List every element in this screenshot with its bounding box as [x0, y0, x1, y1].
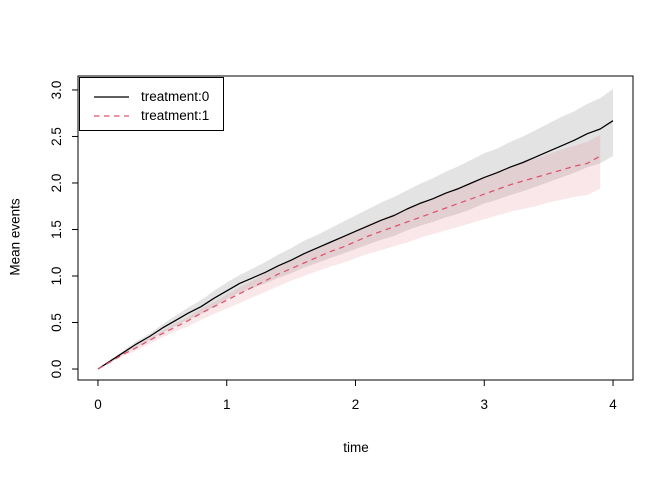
y-tick-label: 3.0	[49, 81, 64, 100]
mean-curve-treatment-0	[97, 120, 614, 370]
x-tick-label: 1	[223, 397, 231, 412]
x-tick-label: 0	[94, 397, 102, 412]
y-tick-label: 2.5	[49, 127, 64, 146]
mean-curve-treatment-1	[97, 155, 601, 370]
confidence-band-treatment-1	[98, 134, 601, 369]
y-tick-label: 1.5	[49, 220, 64, 239]
legend-label-treatment1: treatment:1	[141, 108, 210, 123]
x-tick-label: 2	[352, 397, 360, 412]
legend-entry-treatment1: treatment:1	[93, 106, 223, 125]
y-tick-label: 0.0	[49, 360, 64, 379]
legend-label-treatment0: treatment:0	[141, 89, 210, 104]
legend-entry-treatment0: treatment:0	[93, 87, 223, 106]
confidence-band-treatment-0	[98, 89, 613, 369]
y-tick-label: 0.5	[49, 313, 64, 332]
y-tick-label: 2.0	[49, 174, 64, 193]
solid-line-sample-icon	[94, 95, 129, 98]
x-tick-label: 4	[609, 397, 617, 412]
y-axis-title: Mean events	[7, 198, 23, 276]
legend: treatment:0 treatment:1	[79, 77, 224, 131]
y-tick-label: 1.0	[49, 267, 64, 286]
dashed-line-sample-icon	[94, 114, 129, 117]
x-axis-title: time	[343, 440, 369, 455]
x-tick-label: 3	[481, 397, 489, 412]
